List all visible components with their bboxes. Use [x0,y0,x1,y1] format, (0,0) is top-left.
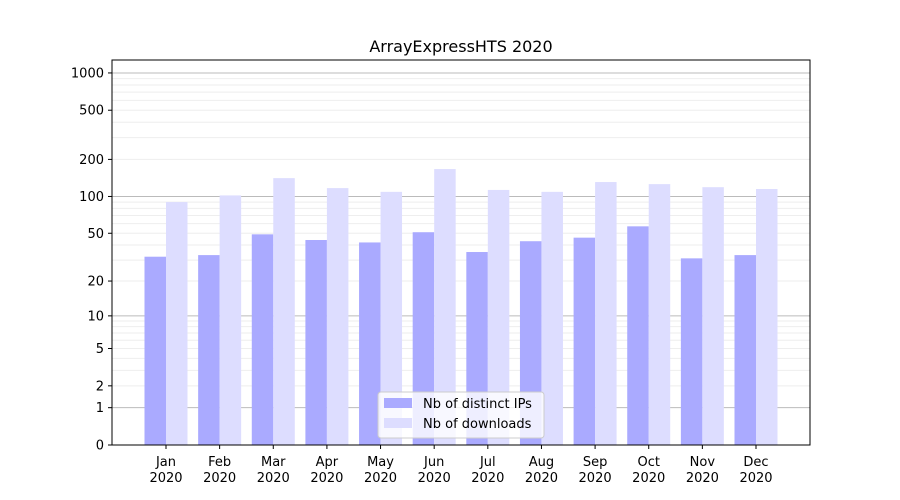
y-tick-label: 1 [96,401,104,416]
bar-downloads [487,189,510,445]
legend: Nb of distinct IPs Nb of downloads [377,391,545,439]
bar-downloads [541,191,563,445]
x-tick-label: Apr 2020 [310,455,343,486]
x-tick-label: Nov 2020 [686,455,719,486]
legend-label: Nb of downloads [423,417,532,432]
bar-downloads [756,189,778,445]
bar-distinct-ips [680,258,703,445]
legend-label: Nb of distinct IPs [423,397,532,412]
x-tick-label: Feb 2020 [203,455,236,486]
x-tick-label: Jan 2020 [149,455,182,486]
y-tick-label: 100 [79,190,104,205]
bar-distinct-ips [627,226,649,445]
bar-distinct-ips [573,237,596,445]
bar-downloads [273,178,295,445]
y-tick-label: 200 [79,153,104,168]
x-tick-label: May 2020 [364,455,397,486]
bar-distinct-ips [734,255,756,445]
chart-title: ArrayExpressHTS 2020 [369,37,552,56]
x-tick-label: Aug 2020 [525,455,558,486]
x-tick-label: Jun 2020 [418,455,451,486]
y-tick-label: 50 [87,227,104,242]
bar-downloads [219,195,242,445]
y-tick-label: 20 [87,275,104,290]
x-tick-label: Sep 2020 [579,455,612,486]
legend-swatch [384,418,412,428]
bar-downloads [702,187,724,445]
bar-distinct-ips [251,234,274,445]
bar-distinct-ips [198,255,220,445]
bar-distinct-ips [359,242,381,445]
x-tick-label: Dec 2020 [739,455,772,486]
y-tick-label: 0 [96,439,104,454]
bar-downloads [380,191,403,445]
y-tick-label: 5 [96,342,104,357]
x-tick-label: Mar 2020 [257,455,290,486]
bar-downloads [648,184,671,445]
x-tick-label: Oct 2020 [632,455,665,486]
plot-frame [111,59,811,446]
bar-distinct-ips [144,256,166,445]
bar-downloads [326,188,349,446]
y-tick-label: 10 [87,309,104,324]
y-tick-label: 1000 [71,66,104,81]
bar-distinct-ips [305,240,327,445]
x-tick-label: Jul 2020 [471,455,504,486]
y-tick-label: 2 [96,379,104,394]
y-tick-label: 500 [79,104,104,119]
legend-box [377,391,545,439]
bar-downloads [595,182,617,445]
legend-swatch [384,398,412,408]
bar-downloads [434,169,456,445]
bar-downloads [166,202,188,445]
